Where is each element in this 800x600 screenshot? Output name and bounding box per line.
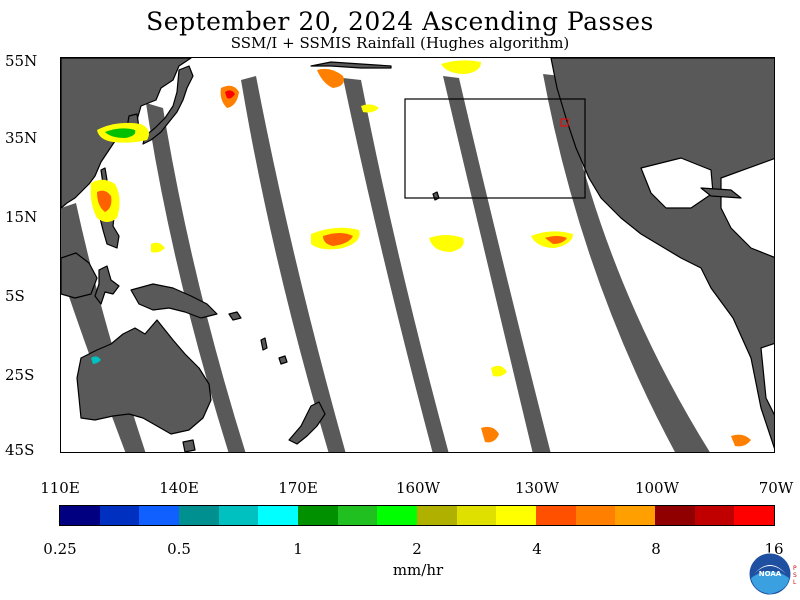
color-scale-cell xyxy=(496,506,537,525)
color-scale-cell xyxy=(298,506,338,525)
fiji xyxy=(278,355,288,365)
rain-patch xyxy=(105,128,136,138)
lon-label: 110E xyxy=(40,479,80,497)
rain-patch xyxy=(491,365,507,377)
color-scale-cell xyxy=(694,506,735,525)
color-scale-cell xyxy=(655,506,695,525)
swath-gap-6 xyxy=(543,74,710,452)
south-atlantic-edge xyxy=(760,343,774,416)
lat-label: 35N xyxy=(5,129,38,147)
color-scale-cell xyxy=(60,506,100,525)
scale-unit-label: mm/hr xyxy=(392,561,444,579)
aleutian-islands xyxy=(310,61,392,69)
region-box xyxy=(404,98,586,199)
new-guinea xyxy=(130,283,218,319)
lon-label: 140E xyxy=(159,479,199,497)
swath-gap-2 xyxy=(146,103,246,452)
lat-label: 5S xyxy=(5,287,25,305)
scale-tick-label: 0.5 xyxy=(167,540,191,558)
borneo xyxy=(61,252,98,299)
color-scale-cell xyxy=(139,506,180,525)
lon-label: 130W xyxy=(514,479,560,497)
australia xyxy=(76,319,212,435)
scale-tick-label: 8 xyxy=(651,540,661,558)
lat-label: 25S xyxy=(5,366,35,384)
color-scale-cell xyxy=(615,506,656,525)
lat-label: 45S xyxy=(5,441,35,459)
solomon-islands xyxy=(228,311,242,321)
map-subtitle: SSM/I + SSMIS Rainfall (Hughes algorithm… xyxy=(230,34,570,52)
scale-tick-label: 4 xyxy=(532,540,542,558)
vanuatu xyxy=(260,337,268,351)
rain-patch xyxy=(545,236,567,244)
map-title: September 20, 2024 Ascending Passes xyxy=(146,7,654,36)
rainfall-map xyxy=(60,57,775,453)
sulawesi xyxy=(94,265,120,305)
rain-patch xyxy=(441,60,481,74)
lat-label: 15N xyxy=(5,208,38,226)
color-scale-cell xyxy=(377,506,418,525)
psl-letter: L xyxy=(793,579,797,586)
map-canvas xyxy=(61,58,774,452)
swath-gap-5 xyxy=(443,76,551,452)
location-marker xyxy=(560,118,569,127)
lon-label: 70W xyxy=(758,479,794,497)
hawaii xyxy=(432,191,440,201)
rain-patch xyxy=(317,68,344,88)
noaa-logo-icon: NOAA xyxy=(748,552,792,596)
psl-letter: P xyxy=(793,565,797,572)
color-scale-cell xyxy=(258,506,299,525)
cuba xyxy=(700,187,742,199)
lon-label: 170E xyxy=(278,479,318,497)
tasmania xyxy=(182,439,196,452)
lon-label: 100W xyxy=(634,479,680,497)
swath-gap-3 xyxy=(241,76,346,452)
color-scale-cell xyxy=(456,506,497,525)
rain-patch xyxy=(151,242,165,253)
new-zealand xyxy=(288,401,326,445)
rain-patch xyxy=(323,233,353,246)
color-scale-cell xyxy=(218,506,259,525)
scale-tick-label: 2 xyxy=(412,540,422,558)
japan xyxy=(142,65,194,145)
rain-patch xyxy=(97,190,112,212)
lon-label: 160W xyxy=(395,479,441,497)
swath-gap-4 xyxy=(343,78,449,452)
color-scale-cell xyxy=(734,506,775,525)
scale-tick-label: 0.25 xyxy=(43,540,77,558)
lat-label: 55N xyxy=(5,52,38,70)
color-scale-cell xyxy=(536,506,576,525)
americas xyxy=(550,58,774,449)
rain-patch xyxy=(225,90,235,99)
psl-letter: S xyxy=(793,572,797,579)
color-scale-cell xyxy=(179,506,219,525)
color-scale-cell xyxy=(99,506,140,525)
svg-text:NOAA: NOAA xyxy=(759,570,782,578)
gulf-of-mexico xyxy=(640,157,714,209)
color-scale-cell xyxy=(575,506,616,525)
caribbean-sea xyxy=(720,158,774,258)
scale-tick-label: 1 xyxy=(293,540,303,558)
rain-patch xyxy=(429,235,464,252)
color-scale-bar xyxy=(59,505,775,526)
rain-patch xyxy=(731,434,751,447)
color-scale-cell xyxy=(337,506,378,525)
color-scale-cell xyxy=(417,506,457,525)
rain-patch xyxy=(361,104,379,113)
rain-patch xyxy=(481,426,499,443)
rain-patch xyxy=(91,356,101,364)
rainfall-patches xyxy=(90,60,751,447)
